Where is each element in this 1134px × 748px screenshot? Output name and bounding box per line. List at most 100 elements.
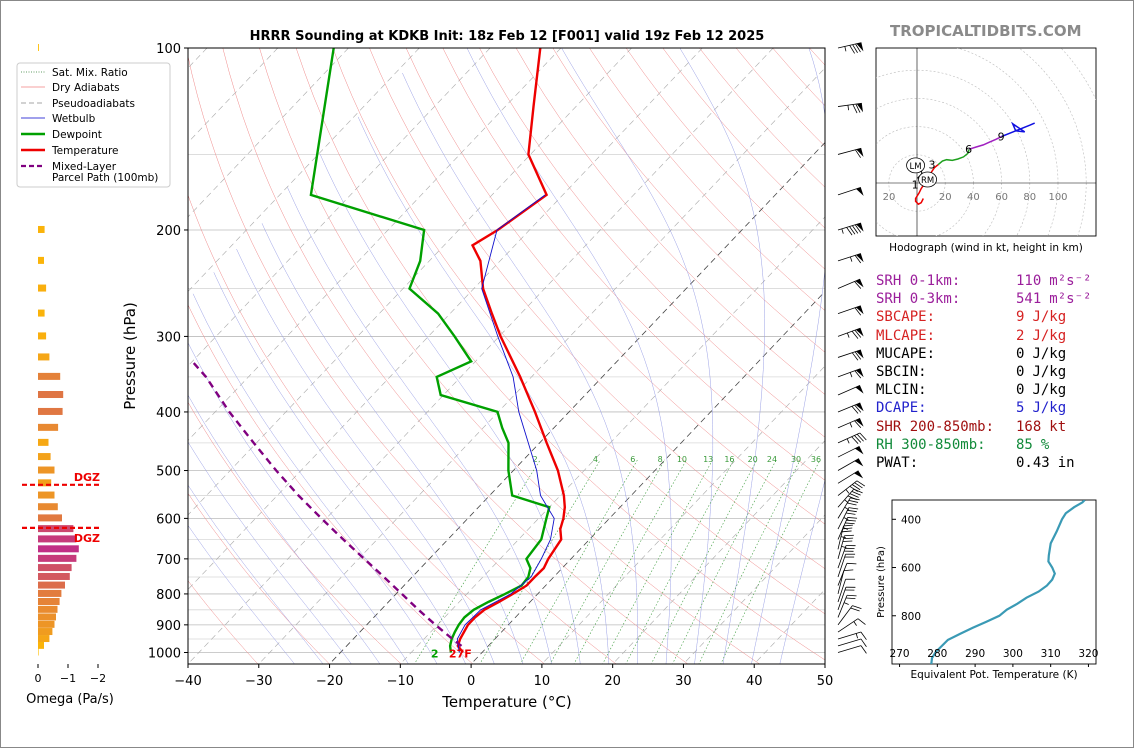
wind-barb	[837, 470, 864, 484]
wind-barb-shaft	[837, 458, 860, 471]
mixing-ratio-label: 30	[791, 455, 801, 464]
moist-adiabat-line	[319, 154, 581, 664]
mixing-ratio-line	[672, 459, 777, 664]
moist-adiabat-line	[188, 484, 324, 664]
wind-barb-shaft	[837, 638, 862, 647]
surface-temp-label: 27F	[449, 648, 472, 661]
omega-x-label: Omega (Pa/s)	[26, 692, 114, 707]
omega-bar	[38, 353, 50, 361]
omega-bar	[38, 535, 77, 543]
wind-barb-half	[853, 621, 857, 626]
storm-motion-marker	[918, 171, 937, 188]
wind-barb-shaft	[837, 368, 861, 378]
wind-barb-shaft	[837, 570, 845, 595]
wind-barb-full	[851, 491, 861, 496]
index-unit: m²s⁻²	[1049, 273, 1092, 289]
mixing-ratio-label: 8	[658, 455, 663, 464]
index-value: 0	[1016, 382, 1025, 399]
omega-bar	[38, 332, 47, 340]
wind-barb	[837, 458, 864, 471]
index-label: MLCIN:	[876, 382, 927, 399]
index-value: 168	[1016, 418, 1042, 435]
index-value: 2	[1016, 327, 1025, 344]
wind-barb-full	[849, 226, 856, 235]
y-tick-label: 800	[156, 588, 181, 603]
moist-adiabat-line	[357, 116, 610, 664]
wind-barb	[837, 645, 867, 654]
isotherm-line	[188, 48, 420, 292]
wind-barb-full	[849, 486, 858, 492]
wind-barb-full	[855, 103, 861, 113]
wind-barb-full	[856, 433, 864, 442]
wind-barb	[837, 222, 864, 236]
wind-barb	[837, 586, 856, 610]
wind-barb-shaft	[837, 253, 861, 262]
omega-bar	[38, 491, 55, 499]
index-unit: J/kg	[1032, 309, 1067, 326]
wind-barb-flag	[854, 458, 864, 467]
dry-adiabat-line	[188, 401, 402, 664]
wind-barb-full	[851, 352, 859, 361]
wind-barb-full	[846, 227, 853, 236]
index-unit: J/kg	[1032, 345, 1067, 362]
wind-barb-full	[853, 488, 863, 494]
wind-barb-flag	[856, 222, 864, 232]
wind-barb-half	[847, 105, 849, 111]
omega-x-tick-label: −1	[60, 672, 76, 685]
omega-bar	[38, 256, 44, 264]
wind-barb-full	[848, 507, 859, 510]
wind-barb-shaft	[837, 497, 851, 519]
theta-x-tick-label: 270	[890, 648, 910, 660]
dry-adiabat-line	[552, 48, 825, 353]
omega-bar	[38, 466, 55, 474]
wind-barb	[837, 42, 864, 54]
wind-barb-full	[857, 618, 866, 625]
omega-bar	[38, 641, 44, 649]
wind-barb	[837, 497, 860, 519]
mixing-ratio-label: 16	[724, 455, 734, 464]
wind-barb-full	[854, 281, 862, 289]
hodograph-content: 204060801002012369LMRM	[876, 48, 1096, 236]
isotherm-line	[612, 440, 825, 664]
wind-barb-half	[846, 438, 850, 444]
omega-bar	[38, 503, 58, 511]
omega-x-tick-label: −2	[90, 672, 106, 685]
wind-barb-full	[847, 502, 857, 506]
legend-label: Pseudoadiabats	[52, 98, 135, 110]
wind-barb-full	[849, 493, 859, 498]
x-tick-label: −40	[174, 674, 201, 689]
mixing-ratio-label: 20	[748, 455, 758, 464]
wind-barb-half	[845, 489, 850, 494]
omega-bar	[38, 44, 39, 51]
index-unit: J/kg	[1032, 327, 1067, 344]
wind-barb-full	[850, 497, 860, 501]
x-tick-label: −10	[387, 674, 414, 689]
theta-y-tick-label: 400	[901, 514, 921, 526]
wind-barb-full	[851, 436, 859, 444]
omega-bar	[38, 554, 77, 562]
index-row: RH 300-850mb: 85%	[876, 436, 1091, 454]
wind-barb-half	[840, 536, 846, 539]
wind-barb-full	[860, 638, 867, 647]
series-mixed-layer-parcel-path-100mb	[191, 360, 463, 647]
omega-bar	[38, 628, 53, 636]
omega-bar	[38, 564, 72, 572]
omega-bar	[38, 613, 56, 621]
index-row: MLCIN: 0 J/kg	[876, 381, 1091, 399]
index-label: SRH 0-3km:	[876, 291, 961, 308]
index-label: MLCAPE:	[876, 327, 936, 344]
omega-bar	[38, 589, 62, 597]
dry-adiabat-line	[405, 48, 825, 525]
wind-barb	[837, 305, 864, 316]
wind-barb-half	[849, 422, 853, 428]
theta-x-tick-label: 300	[1003, 648, 1023, 660]
series-dewpoint	[309, 48, 551, 653]
wind-barb-flag	[856, 148, 864, 157]
theta-frame	[891, 499, 1097, 665]
mixing-ratio-line	[602, 459, 713, 664]
omega-bar	[38, 438, 49, 446]
moist-adiabat-line	[561, 48, 714, 664]
y-tick-label: 600	[156, 512, 181, 527]
index-row: SRH 0-1km: 110 m²s⁻²	[876, 272, 1091, 290]
wind-barb-full	[845, 512, 856, 515]
